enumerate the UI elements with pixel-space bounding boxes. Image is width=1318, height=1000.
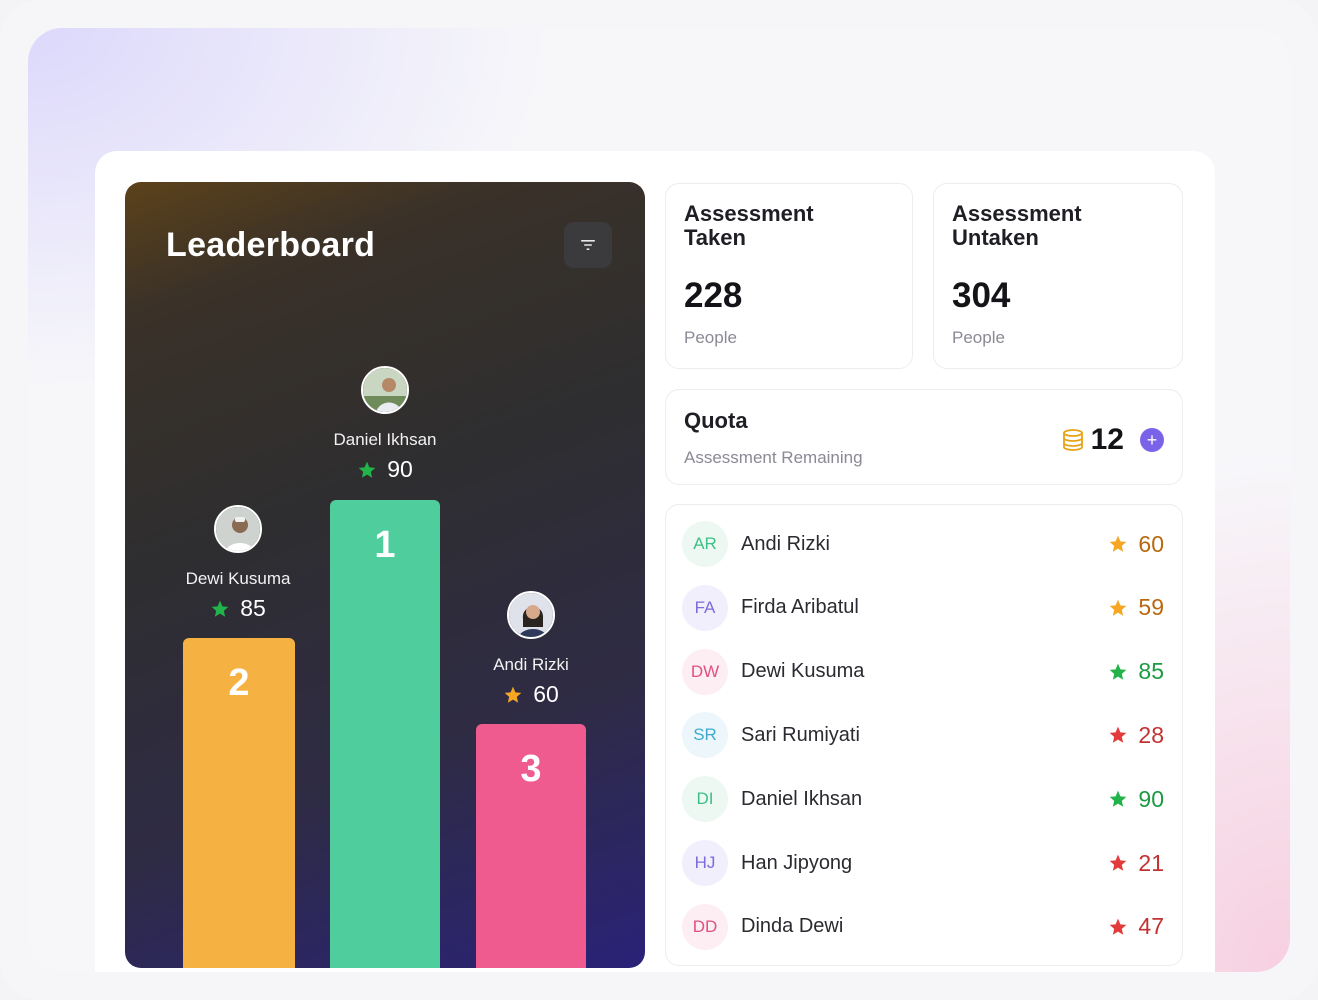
list-item-score: 85 bbox=[1108, 658, 1164, 685]
list-item[interactable]: DI Daniel Ikhsan 90 bbox=[682, 776, 1164, 823]
list-item-score: 28 bbox=[1108, 722, 1164, 749]
leaderboard-title: Leaderboard bbox=[166, 226, 376, 264]
list-item[interactable]: SR Sari Rumiyati 28 bbox=[682, 712, 1164, 759]
ranking-list: AR Andi Rizki 60 FA Firda Aribatul 59 DW Dewi K… bbox=[665, 504, 1183, 966]
avatar bbox=[214, 505, 262, 553]
star-icon bbox=[1110, 663, 1127, 680]
list-item-name: Firda Aribatul bbox=[741, 596, 859, 619]
leaderboard-panel: Leaderboard Dewi Kusuma 85 bbox=[125, 182, 645, 968]
podium-person-1st: Daniel Ikhsan 90 bbox=[325, 366, 445, 483]
star-icon bbox=[1110, 918, 1127, 935]
list-item-score-value: 59 bbox=[1138, 594, 1164, 621]
assessment-taken-title: Assessment Taken bbox=[684, 201, 814, 250]
list-item[interactable]: DW Dewi Kusuma 85 bbox=[682, 648, 1164, 695]
podium-name: Daniel Ikhsan bbox=[333, 430, 437, 449]
star-icon bbox=[1110, 727, 1127, 744]
podium-person-3rd: Andi Rizki 60 bbox=[471, 591, 591, 708]
list-item[interactable]: AR Andi Rizki 60 bbox=[682, 521, 1164, 567]
filter-icon bbox=[581, 240, 595, 250]
list-item[interactable]: DD Dinda Dewi 47 bbox=[682, 903, 1164, 950]
list-item-score: 21 bbox=[1108, 850, 1164, 877]
list-item-score-value: 90 bbox=[1138, 785, 1164, 812]
assessment-untaken-title: Assessment Untaken bbox=[952, 201, 1082, 250]
star-icon bbox=[211, 600, 229, 617]
podium-score-value: 85 bbox=[240, 595, 266, 621]
list-item-name: Dinda Dewi bbox=[741, 915, 844, 938]
podium-name: Dewi Kusuma bbox=[185, 569, 291, 588]
podium-score: 90 bbox=[325, 456, 445, 483]
initials-avatar: DI bbox=[682, 776, 728, 823]
podium-bar-3rd: 3 bbox=[476, 724, 586, 968]
quota-card: Quota Assessment Remaining 12 + bbox=[665, 389, 1183, 485]
podium-score-value: 90 bbox=[387, 456, 413, 482]
list-item-name: Daniel Ikhsan bbox=[741, 787, 863, 810]
initials-avatar: AR bbox=[682, 521, 728, 567]
star-icon bbox=[504, 686, 522, 703]
quota-subtitle: Assessment Remaining bbox=[684, 448, 863, 467]
list-item-name: Han Jipyong bbox=[741, 851, 853, 874]
initials-avatar: DW bbox=[682, 648, 728, 695]
assessment-taken-unit: People bbox=[684, 328, 737, 347]
podium-rank: 3 bbox=[520, 748, 542, 790]
list-item-score: 90 bbox=[1108, 786, 1164, 813]
quota-title: Quota bbox=[684, 408, 748, 433]
podium-rank: 1 bbox=[374, 524, 396, 566]
add-quota-button[interactable]: + bbox=[1140, 428, 1164, 452]
quota-value-group: 12 + bbox=[1061, 423, 1164, 457]
list-item-name: Dewi Kusuma bbox=[741, 660, 865, 683]
podium-bar-2nd: 2 bbox=[183, 638, 295, 968]
initials-avatar: HJ bbox=[682, 840, 728, 886]
star-icon bbox=[358, 461, 376, 478]
star-icon bbox=[1110, 599, 1127, 616]
assessment-taken-value: 228 bbox=[684, 276, 743, 315]
list-item-score-value: 85 bbox=[1138, 658, 1164, 685]
initials-avatar: SR bbox=[682, 712, 728, 759]
list-item-score: 60 bbox=[1108, 531, 1164, 558]
list-item[interactable]: FA Firda Aribatul 59 bbox=[682, 584, 1164, 631]
quota-value: 12 bbox=[1090, 423, 1124, 456]
star-icon bbox=[1110, 790, 1127, 807]
initials-avatar: DD bbox=[682, 903, 728, 950]
podium-score: 60 bbox=[471, 681, 591, 708]
list-item-score-value: 28 bbox=[1138, 721, 1164, 748]
podium-rank: 2 bbox=[228, 662, 250, 704]
list-item-score-value: 60 bbox=[1138, 530, 1164, 557]
assessment-untaken-value: 304 bbox=[952, 276, 1011, 315]
podium-person-2nd: Dewi Kusuma 85 bbox=[178, 505, 298, 622]
assessment-untaken-card: Assessment Untaken 304 People bbox=[933, 183, 1183, 369]
podium-score: 85 bbox=[178, 595, 298, 622]
list-item-score: 47 bbox=[1108, 913, 1164, 940]
assessment-untaken-unit: People bbox=[952, 328, 1005, 347]
podium-score-value: 60 bbox=[533, 681, 559, 707]
initials-avatar: FA bbox=[682, 584, 728, 631]
list-item-name: Andi Rizki bbox=[741, 532, 830, 555]
podium-bar-1st: 1 bbox=[330, 500, 440, 968]
star-icon bbox=[1110, 854, 1127, 871]
assessment-taken-card: Assessment Taken 228 People bbox=[665, 183, 913, 369]
list-item[interactable]: HJ Han Jipyong 21 bbox=[682, 840, 1164, 886]
list-item-name: Sari Rumiyati bbox=[741, 723, 860, 746]
avatar bbox=[361, 366, 409, 414]
filter-button[interactable] bbox=[564, 222, 612, 268]
avatar bbox=[507, 591, 555, 639]
coin-stack-icon bbox=[1062, 429, 1083, 451]
star-icon bbox=[1110, 535, 1127, 552]
list-item-score-value: 47 bbox=[1138, 913, 1164, 940]
list-item-score: 59 bbox=[1108, 594, 1164, 621]
podium-name: Andi Rizki bbox=[493, 655, 569, 674]
list-item-score-value: 21 bbox=[1138, 849, 1164, 876]
